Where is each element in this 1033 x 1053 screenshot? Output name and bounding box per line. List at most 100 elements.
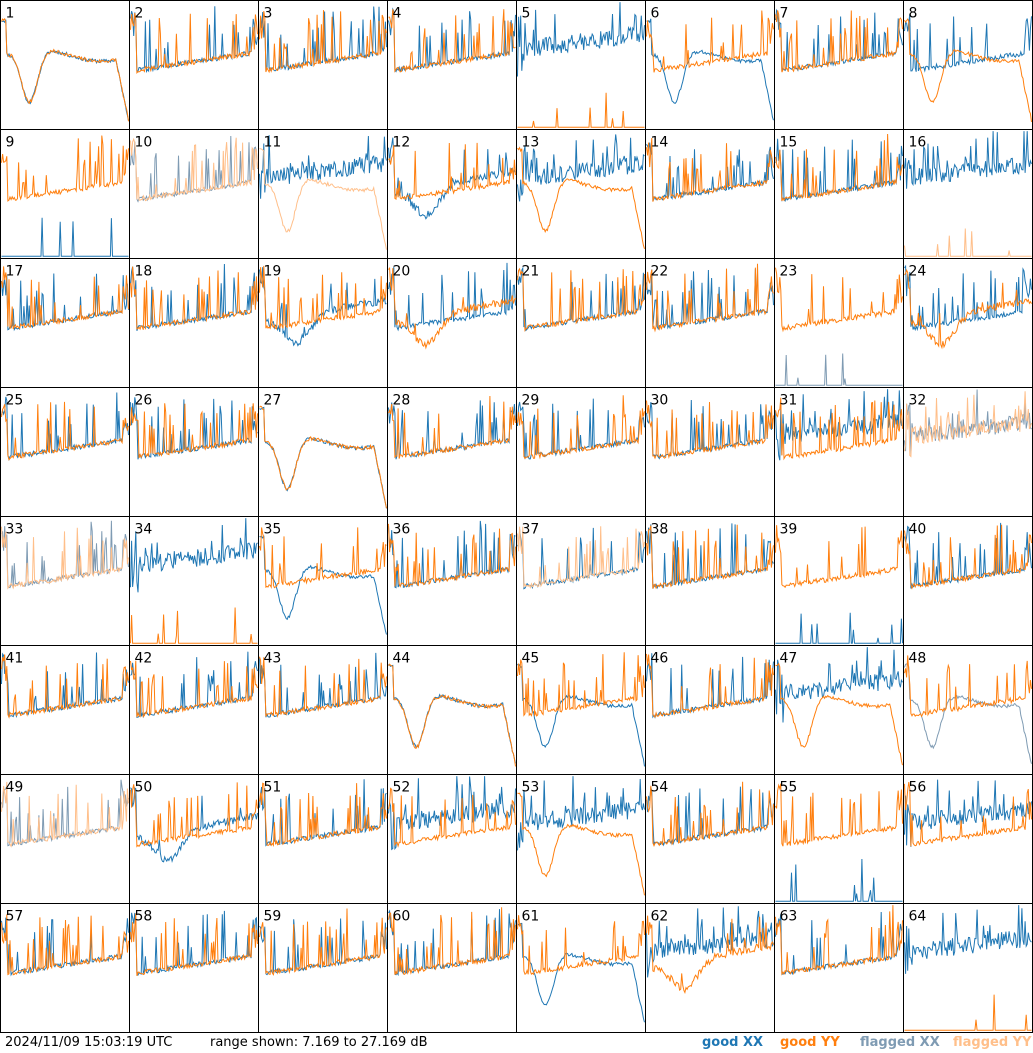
antenna-panel-60: 60 <box>387 903 517 1033</box>
series-yy-line <box>517 146 645 249</box>
series-yy-line <box>1 781 129 848</box>
series-yy-line <box>646 653 774 718</box>
series-yy-line <box>388 266 516 350</box>
series-xx-line <box>388 776 516 851</box>
legend-good-xx: good XX <box>702 1035 764 1050</box>
antenna-panel-45: 45 <box>516 645 646 775</box>
panel-label: 10 <box>135 135 153 151</box>
antenna-panel-7: 7 <box>774 0 904 130</box>
panel-label: 28 <box>393 393 411 409</box>
series-yy-line <box>388 142 516 201</box>
antenna-panel-61: 61 <box>516 903 646 1033</box>
series-xx-line <box>1 652 129 719</box>
series-yy-line <box>904 268 1032 350</box>
panel-label: 9 <box>6 135 15 151</box>
series-yy-line <box>517 652 645 717</box>
series-yy-line <box>775 905 903 976</box>
antenna-panel-38: 38 <box>645 516 775 646</box>
series-xx-line <box>517 922 645 1023</box>
antenna-panel-1: 1 <box>0 0 130 130</box>
antenna-panel-64: 64 <box>903 903 1033 1033</box>
panel-label: 3 <box>264 6 273 22</box>
series-yy-line <box>775 525 903 589</box>
antenna-panel-33: 33 <box>0 516 130 646</box>
series-yy-line <box>259 10 387 74</box>
panel-label: 5 <box>522 6 531 22</box>
panel-label: 12 <box>393 135 411 151</box>
panel-frame <box>0 0 130 130</box>
series-yy-line <box>388 9 516 73</box>
antenna-panel-42: 42 <box>129 645 259 775</box>
series-xx-line <box>517 2 645 77</box>
series-xx-line <box>646 906 774 978</box>
antenna-panel-62: 62 <box>645 903 775 1033</box>
footer: 2024/11/09 15:03:19 UTC range shown: 7.1… <box>0 1033 1033 1053</box>
panel-label: 2 <box>135 6 144 22</box>
series-yy-line <box>388 907 516 976</box>
panel-label: 42 <box>135 651 153 667</box>
series-xx-line <box>1 273 129 332</box>
panel-label: 17 <box>6 264 24 280</box>
panel-frame <box>903 645 1033 775</box>
panel-label: 45 <box>522 651 540 667</box>
series-xx-line <box>388 262 516 332</box>
panel-label: 24 <box>909 264 927 280</box>
series-yy-line <box>1 401 129 461</box>
series-xx-line <box>1 392 129 462</box>
series-yy-line <box>775 662 903 766</box>
panel-label: 39 <box>780 522 798 538</box>
antenna-panel-30: 30 <box>645 387 775 517</box>
panel-label: 23 <box>780 264 798 280</box>
antenna-panel-11: 11 <box>258 129 388 259</box>
series-xx-line <box>904 905 1032 974</box>
range-label: range shown: 7.169 to 27.169 dB <box>210 1035 428 1050</box>
series-yy-line <box>904 18 1032 123</box>
series-yy-line <box>775 267 903 333</box>
series-yy-line <box>904 782 1032 847</box>
antenna-panel-5: 5 <box>516 0 646 130</box>
series-yy-line <box>388 787 516 848</box>
antenna-panel-53: 53 <box>516 774 646 904</box>
antenna-panel-41: 41 <box>0 645 130 775</box>
panel-frame <box>0 258 130 388</box>
series-yy-line <box>1 914 129 976</box>
panel-frame <box>774 258 904 388</box>
panel-label: 27 <box>264 393 282 409</box>
series-xx-line <box>775 138 903 202</box>
panel-label: 59 <box>264 909 282 925</box>
antenna-panel-43: 43 <box>258 645 388 775</box>
antenna-panel-31: 31 <box>774 387 904 517</box>
panel-label: 33 <box>6 522 24 538</box>
antenna-panel-47: 47 <box>774 645 904 775</box>
panel-label: 6 <box>651 6 660 22</box>
panel-label: 34 <box>135 522 153 538</box>
panel-label: 13 <box>522 135 540 151</box>
panel-label: 41 <box>6 651 24 667</box>
panel-label: 31 <box>780 393 798 409</box>
panel-label: 15 <box>780 135 798 151</box>
series-yy-line <box>517 395 645 460</box>
antenna-panel-56: 56 <box>903 774 1033 904</box>
series-yy-line <box>1 266 129 330</box>
panel-label: 58 <box>135 909 153 925</box>
antenna-panel-48: 48 <box>903 645 1033 775</box>
panel-frame <box>903 903 1033 1033</box>
series-yy-line <box>775 397 903 461</box>
panel-label: 36 <box>393 522 411 538</box>
panel-frame <box>387 645 517 775</box>
series-xx-line <box>775 612 903 644</box>
panel-frame <box>645 0 775 130</box>
panel-label: 20 <box>393 264 411 280</box>
panel-frame <box>0 645 130 775</box>
antenna-panel-10: 10 <box>129 129 259 259</box>
panel-label: 55 <box>780 780 798 796</box>
series-yy-line <box>646 263 774 333</box>
panel-label: 38 <box>651 522 669 538</box>
series-xx-line <box>904 131 1032 189</box>
series-xx-line <box>646 268 774 331</box>
series-xx-line <box>775 647 903 723</box>
series-yy-line <box>904 228 1032 257</box>
series-xx-line <box>775 353 903 386</box>
series-xx-line <box>904 389 1032 455</box>
panel-frame <box>258 516 388 646</box>
